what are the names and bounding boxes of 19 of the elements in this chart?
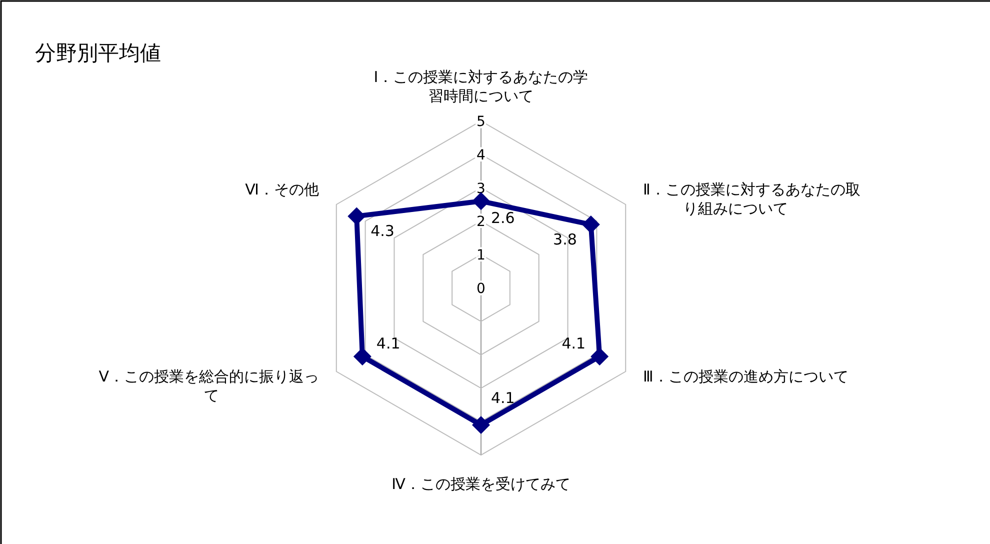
spoke-label: Ⅱ．この授業に対するあなたの取り組みについて [642,180,860,218]
spoke-label: Ⅳ．この授業を受けてみて [392,475,570,494]
data-label: 3.8 [553,230,577,249]
spoke-label: Ⅰ．この授業に対するあなたの学習時間について [374,68,588,105]
data-label: 4.1 [491,388,515,407]
y-tick-label: 0 [476,281,486,297]
data-label: 4.1 [562,334,586,352]
chart-title: 分野別平均値 [35,41,161,65]
y-tick-label: 3 [476,180,486,197]
y-tick-label: 5 [476,114,486,130]
data-label: 4.1 [376,334,400,352]
y-tick-label: 4 [476,147,486,164]
spoke-label: Ⅴ．この授業を総合的に振り返って [98,368,320,405]
spoke-label: Ⅵ．その他 [245,180,320,198]
data-label: 2.6 [491,209,515,228]
y-tick-label: 1 [476,248,486,264]
data-label: 4.3 [370,222,394,240]
y-tick-label: 2 [476,214,486,230]
spoke-label: Ⅲ．この授業の進め方について [642,368,848,386]
